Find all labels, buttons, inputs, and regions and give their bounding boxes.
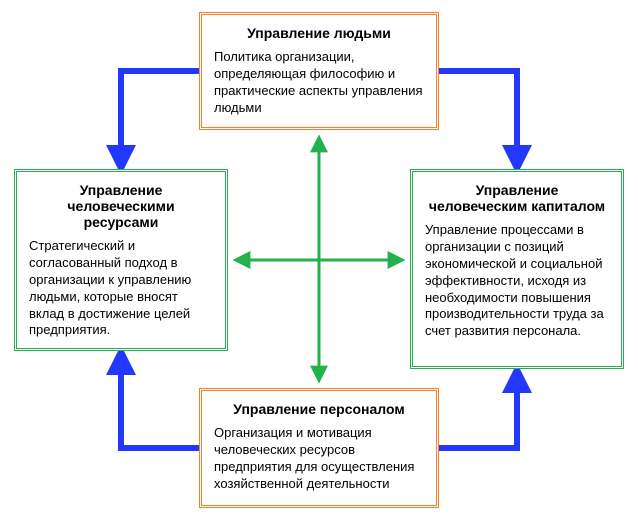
node-description: Организация и мотивация человеческих рес… (214, 425, 424, 493)
node-personnel-management: Управление персоналом Организация и моти… (199, 388, 439, 508)
node-description: Стратегический и согласованный подход в … (29, 238, 213, 339)
diagram-stage: { "diagram": { "type": "flowchart", "can… (0, 0, 638, 520)
node-title: Управление людьми (214, 25, 424, 41)
node-title: Управление человеческими ресурсами (29, 182, 213, 230)
node-hr-management: Управление человеческими ресурсами Страт… (14, 169, 228, 351)
node-human-capital-management: Управление человеческим капиталом Управл… (410, 169, 624, 369)
node-title: Управление персоналом (214, 401, 424, 417)
node-people-management: Управление людьми Политика организации, … (199, 12, 439, 130)
node-description: Управление процессами в организации с по… (425, 222, 609, 340)
node-title: Управление человеческим капиталом (425, 182, 609, 214)
node-description: Политика организации, определяющая филос… (214, 49, 424, 117)
green-cross (236, 138, 402, 380)
